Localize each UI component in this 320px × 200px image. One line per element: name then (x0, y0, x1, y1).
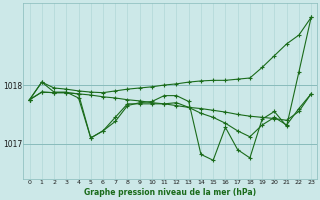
X-axis label: Graphe pression niveau de la mer (hPa): Graphe pression niveau de la mer (hPa) (84, 188, 256, 197)
